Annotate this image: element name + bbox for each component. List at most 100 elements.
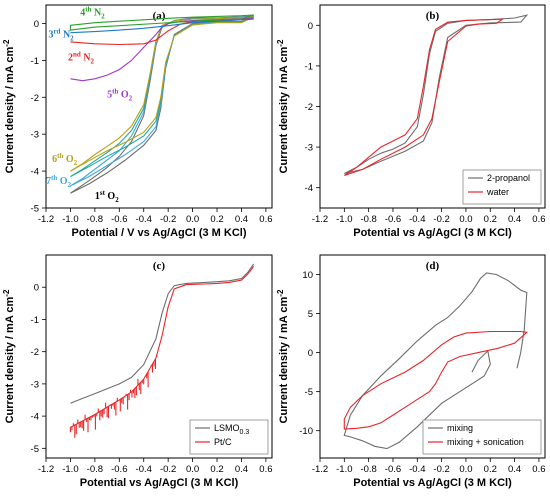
series-line (343, 330, 529, 430)
x-axis-label: Potential vs Ag/AgCl (3 M KCl) (353, 227, 512, 239)
x-tick-label: 0.0 (459, 464, 472, 475)
y-tick-label: -10 (299, 426, 313, 437)
x-tick-label: -0.2 (433, 464, 449, 475)
x-tick-label: 0.2 (210, 464, 223, 475)
series-line (70, 263, 255, 404)
y-tick-label: -5 (31, 204, 39, 215)
x-tick-label: -0.8 (87, 464, 103, 475)
x-tick-label: 0.0 (459, 214, 472, 225)
legend-label: Pt/C (214, 437, 232, 447)
x-tick-label: -0.2 (160, 214, 176, 225)
y-tick-label: 0 (34, 283, 39, 294)
x-tick-label: -0.6 (111, 464, 127, 475)
x-tick-label: -1.0 (336, 214, 352, 225)
y-tick-label: -1 (31, 56, 39, 67)
panel-c: -1.2 -1.0 -0.8 -0.6 -0.4 -0.2 0.0 0.2 0.4 0.6 -5 -4… (2, 254, 273, 489)
x-tick-label: 0.4 (235, 214, 248, 225)
x-axis-label: Potential vs Ag/AgCl (3 M KCl) (80, 477, 239, 489)
curve-annotation: 2nd N2 (68, 50, 95, 65)
x-tick-label: 0.4 (235, 464, 248, 475)
x-tick-label: -0.4 (136, 464, 152, 475)
curve-annotation: 7th O2 (46, 174, 72, 189)
x-tick-label: 0.2 (484, 464, 497, 475)
y-tick-label: -3 (305, 143, 313, 154)
legend-box (422, 419, 542, 455)
series-line (70, 18, 254, 34)
x-tick-label: 0.4 (508, 214, 521, 225)
plot-frame (319, 254, 546, 459)
y-tick-label: -4 (31, 167, 39, 178)
panel-d: -1.2 -1.0 -0.8 -0.6 -0.4 -0.2 0.0 0.2 0.4 0.6 -10 -… (276, 254, 546, 489)
series-line (343, 18, 505, 177)
panel-a: -1.2 -1.0 -0.8 -0.6 -0.4 -0.2 0.0 0.2 0.4 0.6 -5 -4… (2, 4, 273, 239)
y-tick-label: -4 (305, 183, 313, 194)
x-tick-label: -1.0 (62, 464, 78, 475)
x-tick-label: -0.2 (160, 464, 176, 475)
panel-label: (c) (153, 260, 166, 272)
y-tick-label: 0 (308, 348, 313, 359)
x-tick-label: -0.6 (385, 464, 401, 475)
panel-label: (b) (426, 10, 440, 22)
x-tick-label: -1.2 (38, 464, 54, 475)
series-line (70, 265, 255, 428)
x-tick-label: -0.6 (111, 214, 127, 225)
curve-annotation: 6th O2 (52, 152, 78, 167)
x-tick-label: -0.8 (360, 214, 376, 225)
y-tick-label: 0 (308, 21, 313, 32)
x-tick-label: -1.2 (312, 214, 328, 225)
x-tick-label: 0.6 (532, 464, 545, 475)
curve-annotation: 5th O2 (107, 87, 133, 102)
legend-label: water (486, 187, 509, 197)
y-tick-label: -3 (31, 130, 39, 141)
x-tick-label: 0.6 (259, 464, 272, 475)
series-line (344, 14, 529, 175)
legend-box (189, 419, 269, 455)
curve-annotation: 4th N2 (80, 5, 105, 20)
curve-annotation: 3rd N2 (48, 27, 74, 42)
x-tick-label: -1.0 (62, 214, 78, 225)
x-tick-label: 0.0 (186, 214, 199, 225)
y-tick-label: -5 (305, 387, 313, 398)
y-tick-label: -1 (305, 61, 313, 72)
x-tick-label: -0.2 (433, 214, 449, 225)
x-tick-label: -0.8 (360, 464, 376, 475)
y-tick-label: 0 (34, 19, 39, 30)
legend: LSMO0.3Pt/C (189, 419, 269, 455)
x-tick-label: -0.6 (385, 214, 401, 225)
x-tick-label: 0.4 (508, 464, 521, 475)
plot-frame (45, 254, 273, 459)
x-tick-label: 0.2 (484, 214, 497, 225)
plot-frame (45, 4, 273, 209)
legend-label: LSMO0.3 (214, 423, 249, 436)
legend: 2-propanol water (462, 169, 542, 205)
x-tick-label: -1.2 (38, 214, 54, 225)
curve-annotation: 1st O2 (95, 189, 119, 204)
series-line (69, 14, 254, 31)
panel-label: (a) (153, 10, 166, 22)
y-axis-label: Current density / mA cm-2 (2, 289, 16, 423)
y-axis-label: Current density / mA cm-2 (2, 39, 16, 173)
y-axis-label: Current density / mA cm-2 (276, 39, 290, 173)
x-tick-label: 0.0 (186, 464, 199, 475)
y-tick-label: -2 (305, 102, 313, 113)
x-tick-label: -0.8 (87, 214, 103, 225)
y-tick-label: -5 (31, 444, 39, 455)
x-tick-label: 0.2 (210, 214, 223, 225)
legend: mixing mixing + sonication (422, 419, 542, 455)
y-tick-label: -1 (31, 315, 39, 326)
x-tick-label: -0.4 (409, 464, 425, 475)
panel-b: -1.2 -1.0 -0.8 -0.6 -0.4 -0.2 0.0 0.2 0.4 0.6 -4 -3… (276, 4, 546, 239)
legend-label: mixing + sonication (447, 437, 524, 447)
x-tick-label: 0.6 (259, 214, 272, 225)
y-tick-label: 10 (302, 270, 313, 281)
x-tick-label: -0.4 (136, 214, 152, 225)
y-tick-label: 5 (308, 309, 313, 320)
y-tick-label: -2 (31, 93, 39, 104)
x-axis-label: Potential / V vs Ag/AgCl (3 M KCl) (72, 227, 247, 239)
legend-label: mixing (447, 423, 473, 433)
y-tick-label: -2 (31, 347, 39, 358)
series-line (70, 16, 254, 172)
y-axis-label: Current density / mA cm-2 (276, 289, 290, 423)
x-tick-label: -1.2 (312, 464, 328, 475)
y-tick-label: -4 (31, 412, 39, 423)
